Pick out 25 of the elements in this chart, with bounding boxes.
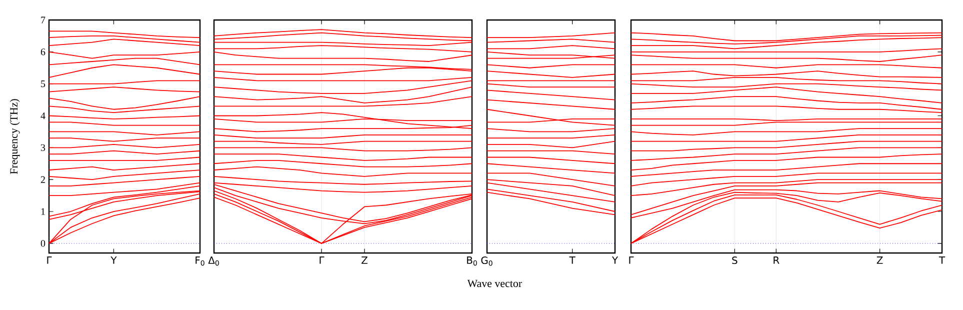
x-tick-label: Δ$_{0}$ bbox=[208, 256, 219, 266]
y-tick-label: 0 bbox=[40, 240, 46, 247]
y-tick-label: 2 bbox=[40, 176, 45, 183]
x-tick-label: Γ bbox=[629, 256, 634, 264]
x-axis-title: Wave vector bbox=[467, 280, 522, 288]
x-tick-label: Y bbox=[110, 256, 117, 264]
y-tick-label: 7 bbox=[41, 16, 46, 24]
x-tick-label: B$_{0}$ bbox=[467, 256, 477, 266]
x-tick-label: Y bbox=[612, 256, 618, 264]
y-tick-label: 1 bbox=[41, 208, 45, 215]
x-tick-label: Γ bbox=[320, 256, 324, 264]
y-tick-label: 3 bbox=[40, 144, 46, 152]
x-tick-label: G$_{0}$ bbox=[481, 256, 492, 266]
y-tick-label: 5 bbox=[41, 80, 46, 88]
x-tick-label: Z bbox=[362, 256, 368, 264]
y-axis-title: Frequency (THz) bbox=[10, 99, 20, 174]
x-tick-label: Z bbox=[876, 256, 883, 264]
x-tick-label: R bbox=[774, 256, 780, 264]
x-tick-label: T bbox=[938, 256, 946, 264]
x-tick-label: F$_{0}$ bbox=[196, 256, 204, 266]
y-tick-label: 4 bbox=[40, 112, 46, 120]
x-tick-label: S bbox=[732, 256, 738, 264]
x-tick-label: Γ bbox=[47, 256, 52, 264]
x-tick-label: T bbox=[569, 256, 576, 264]
y-tick-label: 6 bbox=[40, 48, 46, 56]
